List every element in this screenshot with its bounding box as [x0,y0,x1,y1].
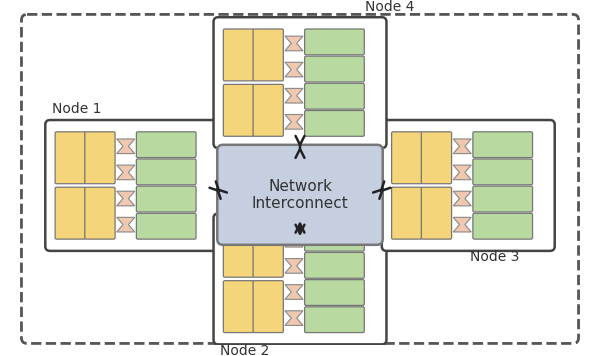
FancyBboxPatch shape [223,29,254,81]
FancyBboxPatch shape [55,187,85,239]
Polygon shape [453,191,471,206]
FancyBboxPatch shape [217,145,383,245]
Polygon shape [285,88,303,103]
Polygon shape [117,139,135,153]
FancyBboxPatch shape [85,132,115,184]
FancyBboxPatch shape [305,225,364,251]
Polygon shape [117,191,135,206]
FancyBboxPatch shape [136,159,196,185]
FancyBboxPatch shape [305,279,364,305]
FancyBboxPatch shape [214,17,386,148]
Polygon shape [453,165,471,180]
FancyBboxPatch shape [305,307,364,333]
Polygon shape [453,139,471,153]
FancyBboxPatch shape [473,159,533,185]
Polygon shape [117,217,135,232]
FancyBboxPatch shape [55,132,85,184]
FancyBboxPatch shape [392,187,422,239]
FancyBboxPatch shape [473,213,533,239]
FancyBboxPatch shape [473,132,533,158]
Polygon shape [285,311,303,325]
FancyBboxPatch shape [305,29,364,55]
FancyBboxPatch shape [136,186,196,212]
FancyBboxPatch shape [253,29,283,81]
FancyBboxPatch shape [421,132,452,184]
FancyBboxPatch shape [214,214,386,344]
FancyBboxPatch shape [136,132,196,158]
Text: Network
Interconnect: Network Interconnect [251,179,349,211]
FancyBboxPatch shape [223,84,254,136]
FancyBboxPatch shape [392,132,422,184]
FancyBboxPatch shape [223,281,254,333]
FancyBboxPatch shape [253,281,283,333]
FancyBboxPatch shape [45,120,218,251]
FancyBboxPatch shape [305,83,364,109]
Text: Node 3: Node 3 [470,250,520,264]
FancyBboxPatch shape [85,187,115,239]
FancyBboxPatch shape [253,84,283,136]
FancyBboxPatch shape [305,110,364,136]
FancyBboxPatch shape [473,186,533,212]
Polygon shape [285,62,303,77]
FancyBboxPatch shape [382,120,555,251]
Polygon shape [285,258,303,273]
Polygon shape [453,217,471,232]
FancyBboxPatch shape [253,225,283,277]
FancyBboxPatch shape [223,225,254,277]
FancyBboxPatch shape [305,252,364,278]
Text: Node 4: Node 4 [365,0,415,14]
FancyBboxPatch shape [136,213,196,239]
Polygon shape [117,165,135,180]
Polygon shape [285,232,303,247]
Polygon shape [285,115,303,129]
FancyBboxPatch shape [305,56,364,82]
Text: Node 2: Node 2 [220,344,269,356]
Text: Node 1: Node 1 [52,103,101,116]
FancyBboxPatch shape [421,187,452,239]
Polygon shape [285,285,303,299]
Polygon shape [285,36,303,51]
